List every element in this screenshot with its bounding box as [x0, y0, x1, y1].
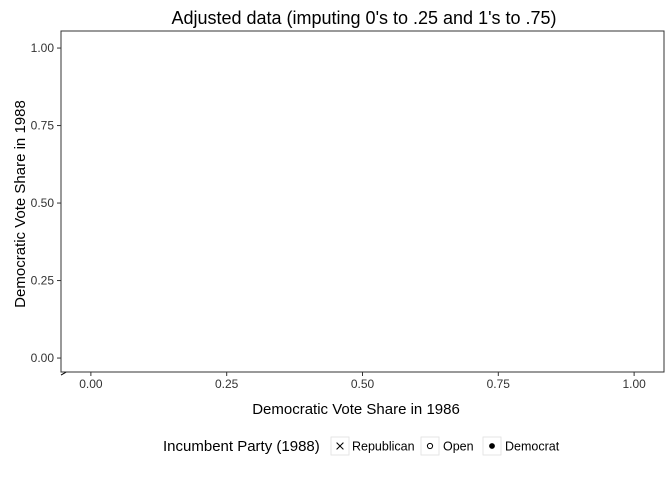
- y-tick-label: 0.50: [31, 196, 55, 210]
- x-tick-label: 1.00: [622, 377, 646, 391]
- y-axis-title: Democratic Vote Share in 1988: [12, 100, 29, 308]
- legend-label-democrat: Democrat: [505, 440, 560, 454]
- legend-key-republican: [336, 442, 344, 450]
- x-tick-label: 0.00: [79, 377, 103, 391]
- y-tick-label: 0.25: [31, 274, 55, 288]
- x-axis-title: Democratic Vote Share in 1986: [252, 401, 460, 418]
- x-axis-ticks: 0.00 0.25 0.50 0.75 1.00: [79, 372, 646, 391]
- y-tick-label: 0.00: [31, 351, 55, 365]
- y-tick-label: 1.00: [31, 41, 55, 55]
- panel-border: [60, 30, 665, 373]
- legend-key-open: [426, 442, 434, 450]
- legend-title: Incumbent Party (1988): [163, 438, 320, 455]
- y-tick-label: 0.75: [31, 119, 55, 133]
- x-marker-stroke: [336, 442, 344, 450]
- panel-background: [61, 31, 664, 372]
- legend-label-republican: Republican: [352, 440, 415, 454]
- chart-title: Adjusted data (imputing 0's to .25 and 1…: [171, 8, 556, 28]
- x-tick-label: 0.75: [487, 377, 511, 391]
- x-tick-label: 0.50: [351, 377, 375, 391]
- legend-key-democrat: [489, 443, 495, 449]
- legend-label-open: Open: [443, 440, 474, 454]
- x-tick-label: 0.25: [215, 377, 239, 391]
- y-axis-ticks: 0.00 0.25 0.50 0.75 1.00: [31, 41, 61, 365]
- legend: Incumbent Party (1988) Republican Open Demo…: [163, 436, 560, 456]
- plot-panel: [60, 30, 665, 373]
